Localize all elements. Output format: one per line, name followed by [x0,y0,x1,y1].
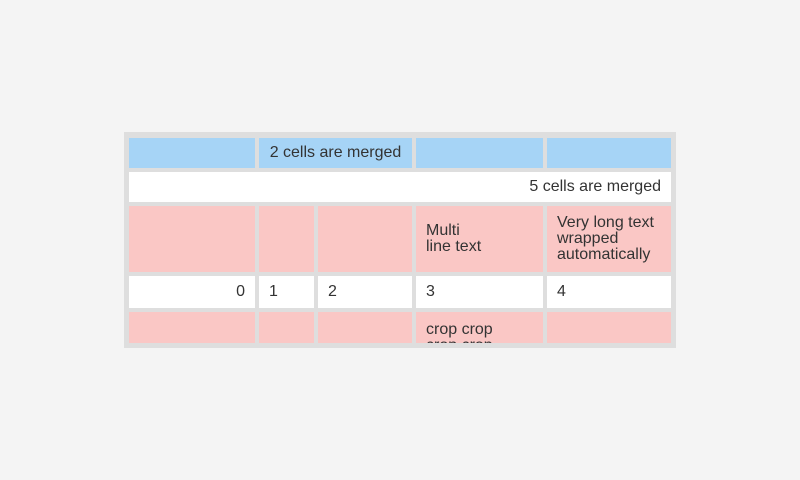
cell-r3c1[interactable] [129,206,255,272]
cell-merged-2cols[interactable]: 2 cells are merged [259,138,412,168]
cell-wrapped-text[interactable]: Very long text wrapped automatically [547,206,671,272]
cell-multiline-text[interactable]: Multi line text [416,206,543,272]
cell-num-0[interactable]: 0 [129,276,255,308]
cell-num-1[interactable]: 1 [259,276,314,308]
cell-r5c1[interactable] [129,312,255,343]
table-grid: 2 cells are merged 5 cells are merged Mu… [129,138,671,343]
cell-r5c5[interactable] [547,312,671,343]
table-clip-area: 2 cells are merged 5 cells are merged Mu… [129,138,671,343]
cell-r5c3[interactable] [318,312,412,343]
cell-r3c2[interactable] [259,206,314,272]
cell-num-4[interactable]: 4 [547,276,671,308]
cell-r1c1[interactable] [129,138,255,168]
cell-r1c4[interactable] [416,138,543,168]
cell-merged-5cols[interactable]: 5 cells are merged [129,172,671,202]
cell-r5c2[interactable] [259,312,314,343]
cell-cropped-text[interactable]: crop crop crop crop [416,312,543,343]
cell-num-2[interactable]: 2 [318,276,412,308]
cropped-text-label: crop crop crop crop [426,321,493,344]
table-widget: 2 cells are merged 5 cells are merged Mu… [124,132,676,348]
cell-r3c3[interactable] [318,206,412,272]
cell-r1c5[interactable] [547,138,671,168]
cell-num-3[interactable]: 3 [416,276,543,308]
